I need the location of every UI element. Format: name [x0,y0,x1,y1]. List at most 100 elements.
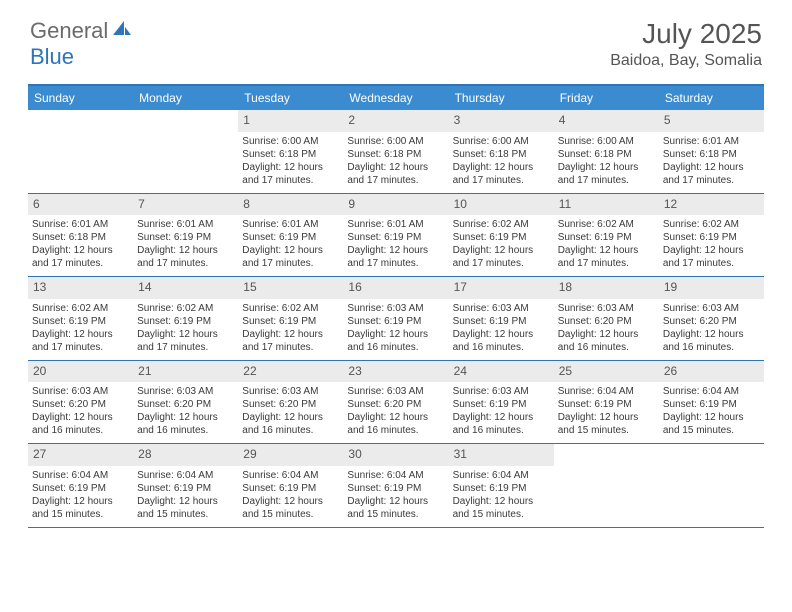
sunrise-text: Sunrise: 6:03 AM [453,302,550,315]
sunset-text: Sunset: 6:19 PM [242,231,339,244]
weekday-header: Wednesday [343,86,448,110]
day-number: 10 [449,194,554,216]
sunset-text: Sunset: 6:19 PM [558,398,655,411]
day-cell: 20Sunrise: 6:03 AMSunset: 6:20 PMDayligh… [28,361,133,444]
day-cell: 6Sunrise: 6:01 AMSunset: 6:18 PMDaylight… [28,194,133,277]
sunrise-text: Sunrise: 6:04 AM [347,469,444,482]
daylight-text: Daylight: 12 hours and 16 minutes. [663,328,760,354]
sunrise-text: Sunrise: 6:02 AM [663,218,760,231]
sunset-text: Sunset: 6:19 PM [663,398,760,411]
day-cell: 17Sunrise: 6:03 AMSunset: 6:19 PMDayligh… [449,277,554,360]
sunset-text: Sunset: 6:20 PM [663,315,760,328]
sunrise-text: Sunrise: 6:00 AM [242,135,339,148]
weekday-header: Saturday [659,86,764,110]
logo-text-blue: Blue [30,44,74,69]
sunrise-text: Sunrise: 6:03 AM [347,385,444,398]
sunset-text: Sunset: 6:19 PM [453,315,550,328]
daylight-text: Daylight: 12 hours and 17 minutes. [347,161,444,187]
logo: General [30,18,134,44]
day-cell: 15Sunrise: 6:02 AMSunset: 6:19 PMDayligh… [238,277,343,360]
day-number [28,110,133,116]
daylight-text: Daylight: 12 hours and 17 minutes. [558,244,655,270]
sunset-text: Sunset: 6:18 PM [32,231,129,244]
day-number: 29 [238,444,343,466]
daylight-text: Daylight: 12 hours and 17 minutes. [663,244,760,270]
daylight-text: Daylight: 12 hours and 16 minutes. [558,328,655,354]
daylight-text: Daylight: 12 hours and 15 minutes. [558,411,655,437]
day-number [133,110,238,116]
sunrise-text: Sunrise: 6:02 AM [137,302,234,315]
daylight-text: Daylight: 12 hours and 17 minutes. [242,244,339,270]
daylight-text: Daylight: 12 hours and 17 minutes. [242,161,339,187]
sunrise-text: Sunrise: 6:02 AM [453,218,550,231]
daylight-text: Daylight: 12 hours and 17 minutes. [32,244,129,270]
sunset-text: Sunset: 6:19 PM [347,315,444,328]
daylight-text: Daylight: 12 hours and 16 minutes. [347,411,444,437]
day-cell: 11Sunrise: 6:02 AMSunset: 6:19 PMDayligh… [554,194,659,277]
daylight-text: Daylight: 12 hours and 17 minutes. [347,244,444,270]
day-number [554,444,659,450]
day-number: 20 [28,361,133,383]
day-number: 16 [343,277,448,299]
sunset-text: Sunset: 6:19 PM [242,315,339,328]
day-cell: 16Sunrise: 6:03 AMSunset: 6:19 PMDayligh… [343,277,448,360]
sunset-text: Sunset: 6:19 PM [32,482,129,495]
sunset-text: Sunset: 6:19 PM [137,231,234,244]
sunrise-text: Sunrise: 6:00 AM [347,135,444,148]
daylight-text: Daylight: 12 hours and 16 minutes. [242,411,339,437]
sunrise-text: Sunrise: 6:01 AM [242,218,339,231]
daylight-text: Daylight: 12 hours and 15 minutes. [137,495,234,521]
day-cell: 10Sunrise: 6:02 AMSunset: 6:19 PMDayligh… [449,194,554,277]
daylight-text: Daylight: 12 hours and 16 minutes. [453,411,550,437]
day-cell: 7Sunrise: 6:01 AMSunset: 6:19 PMDaylight… [133,194,238,277]
sunset-text: Sunset: 6:19 PM [32,315,129,328]
sunrise-text: Sunrise: 6:03 AM [347,302,444,315]
daylight-text: Daylight: 12 hours and 17 minutes. [137,328,234,354]
sunset-text: Sunset: 6:19 PM [347,231,444,244]
sunset-text: Sunset: 6:19 PM [558,231,655,244]
day-cell: 13Sunrise: 6:02 AMSunset: 6:19 PMDayligh… [28,277,133,360]
day-number: 12 [659,194,764,216]
sunrise-text: Sunrise: 6:03 AM [242,385,339,398]
sunset-text: Sunset: 6:19 PM [137,315,234,328]
sunrise-text: Sunrise: 6:04 AM [453,469,550,482]
day-number: 23 [343,361,448,383]
day-cell [659,444,764,527]
day-cell: 27Sunrise: 6:04 AMSunset: 6:19 PMDayligh… [28,444,133,527]
sunrise-text: Sunrise: 6:03 AM [453,385,550,398]
day-cell: 8Sunrise: 6:01 AMSunset: 6:19 PMDaylight… [238,194,343,277]
logo-text-general: General [30,18,108,44]
week-row: 13Sunrise: 6:02 AMSunset: 6:19 PMDayligh… [28,277,764,361]
day-number: 21 [133,361,238,383]
daylight-text: Daylight: 12 hours and 15 minutes. [32,495,129,521]
day-number: 1 [238,110,343,132]
daylight-text: Daylight: 12 hours and 15 minutes. [242,495,339,521]
day-cell: 4Sunrise: 6:00 AMSunset: 6:18 PMDaylight… [554,110,659,193]
daylight-text: Daylight: 12 hours and 15 minutes. [347,495,444,521]
day-number: 22 [238,361,343,383]
sunrise-text: Sunrise: 6:03 AM [558,302,655,315]
day-number: 7 [133,194,238,216]
daylight-text: Daylight: 12 hours and 17 minutes. [558,161,655,187]
day-number: 14 [133,277,238,299]
sunset-text: Sunset: 6:19 PM [663,231,760,244]
day-cell [28,110,133,193]
week-row: 1Sunrise: 6:00 AMSunset: 6:18 PMDaylight… [28,110,764,194]
sunset-text: Sunset: 6:20 PM [137,398,234,411]
day-number: 4 [554,110,659,132]
sunset-text: Sunset: 6:20 PM [32,398,129,411]
sunset-text: Sunset: 6:19 PM [137,482,234,495]
day-cell [554,444,659,527]
sunset-text: Sunset: 6:19 PM [453,482,550,495]
day-number: 28 [133,444,238,466]
daylight-text: Daylight: 12 hours and 15 minutes. [453,495,550,521]
day-number: 19 [659,277,764,299]
day-cell: 5Sunrise: 6:01 AMSunset: 6:18 PMDaylight… [659,110,764,193]
sunset-text: Sunset: 6:20 PM [242,398,339,411]
sunrise-text: Sunrise: 6:02 AM [242,302,339,315]
day-cell: 12 Sunrise: 6:02 AMSunset: 6:19 PMDayligh… [659,194,764,277]
day-cell: 3Sunrise: 6:00 AMSunset: 6:18 PMDaylight… [449,110,554,193]
sunrise-text: Sunrise: 6:02 AM [32,302,129,315]
day-cell: 25Sunrise: 6:04 AMSunset: 6:19 PMDayligh… [554,361,659,444]
sunrise-text: Sunrise: 6:04 AM [137,469,234,482]
